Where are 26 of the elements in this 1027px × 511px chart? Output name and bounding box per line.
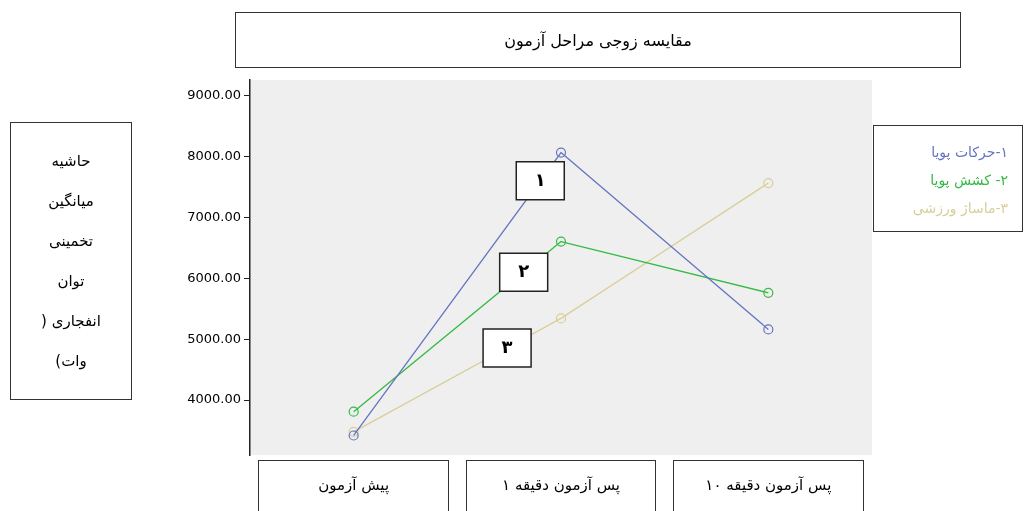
chart-title: مقایسه زوجی مراحل آزمون <box>235 12 961 68</box>
point <box>763 287 774 298</box>
point <box>555 313 567 324</box>
x-tick-label: پس آزمون دقیقه ۱۰ <box>705 475 832 495</box>
x-tick-label: پس آزمون دقیقه ۱ <box>502 475 620 495</box>
y-tick-label: 6000.00 <box>187 269 241 285</box>
y-tick-label: 9000.00 <box>187 86 241 102</box>
point <box>555 147 567 158</box>
point <box>763 177 774 189</box>
annotation: ۲ <box>518 259 530 281</box>
y-tick-label: 5000.00 <box>187 330 241 346</box>
text: ۳-ماساژ ورزشی <box>911 199 1008 219</box>
y-tick-label: 4000.00 <box>187 391 241 407</box>
annotation: ۱ <box>534 168 546 190</box>
y-tick-label: 7000.00 <box>187 208 241 224</box>
point <box>348 430 359 441</box>
text: حاشیه میانگین تخمینی توان انفجاری ( وات) <box>41 152 101 370</box>
point <box>555 236 567 247</box>
text: ۲- کشش پویا <box>929 171 1008 191</box>
point <box>763 324 774 335</box>
text: ۱-حرکات پویا <box>930 143 1008 163</box>
y-tick-label: 8000.00 <box>187 147 241 163</box>
point <box>348 426 359 437</box>
x-tick-label: پیش آزمون <box>318 475 390 495</box>
annotation: ۳ <box>501 335 513 357</box>
point <box>348 406 359 417</box>
